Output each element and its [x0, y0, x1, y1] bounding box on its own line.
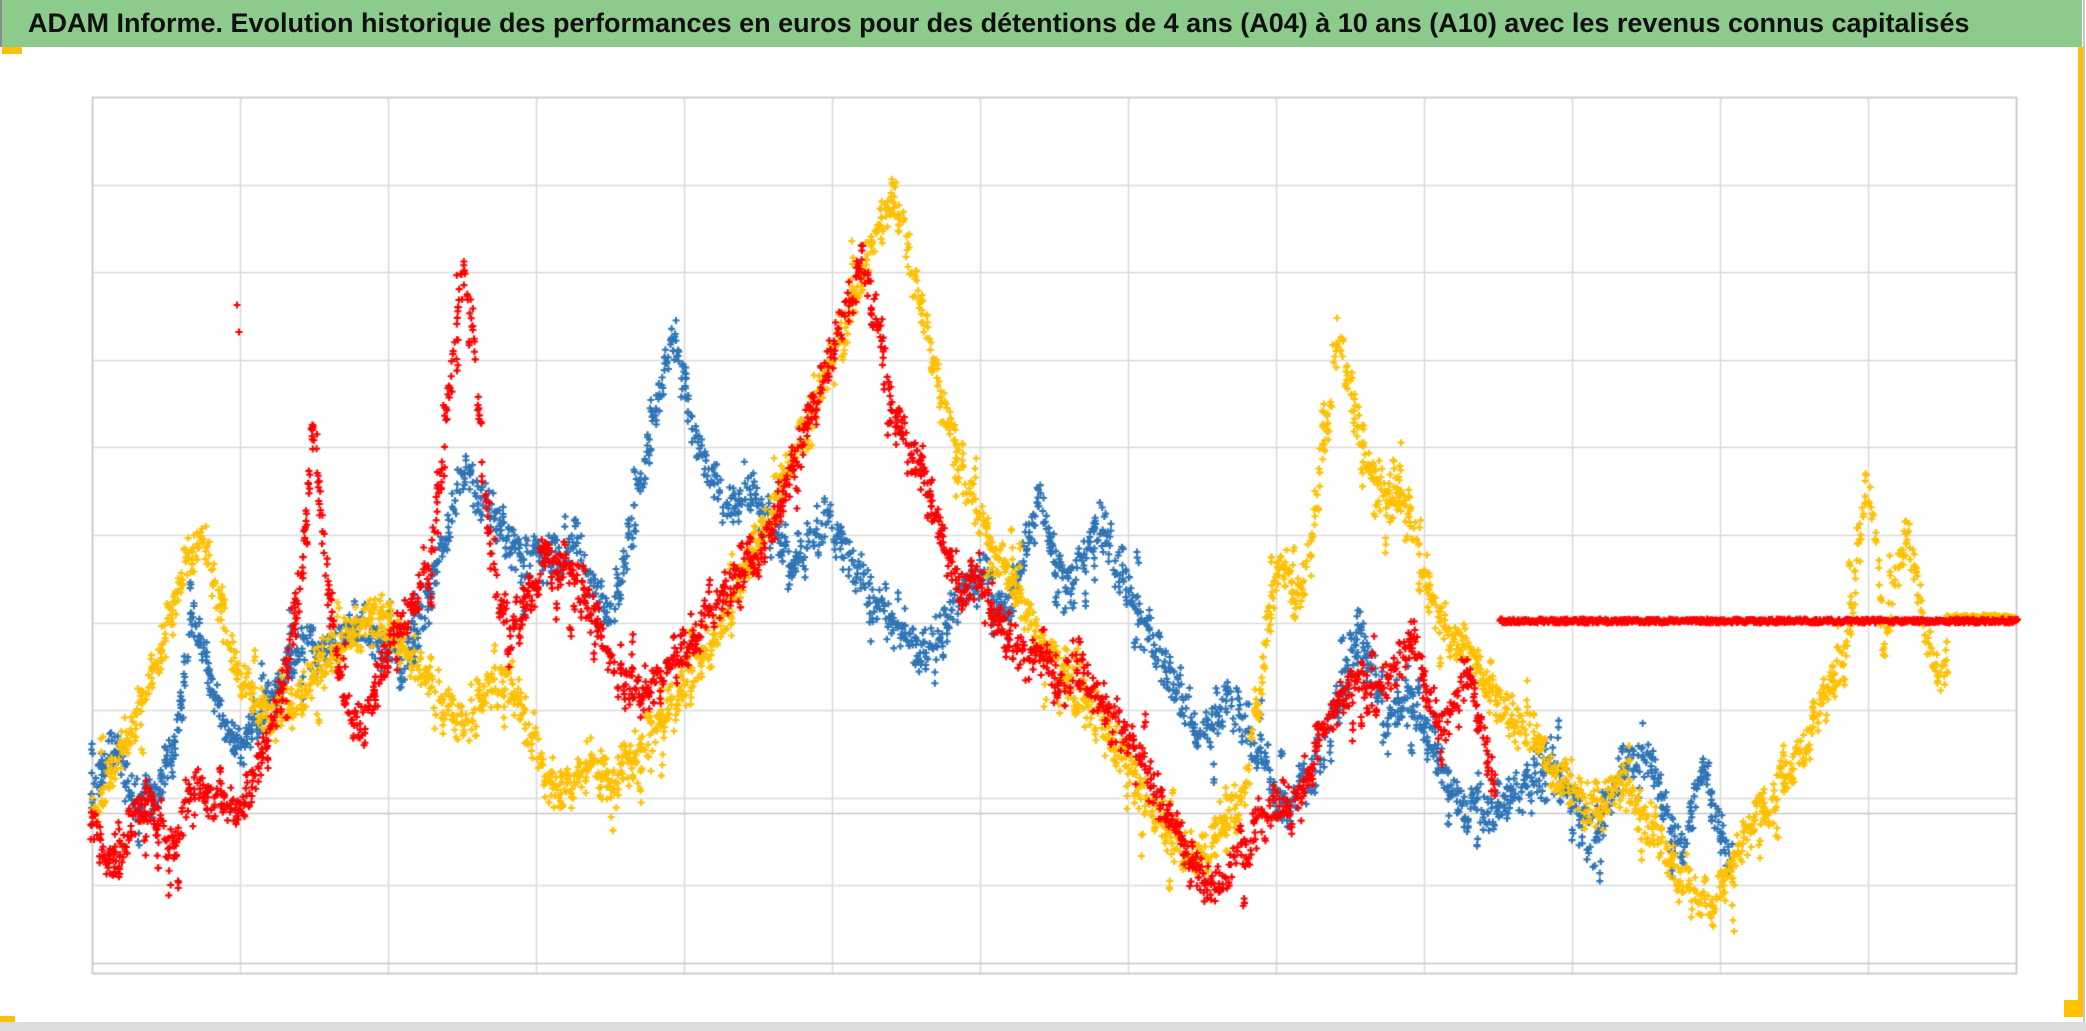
sheet-left-edge [0, 0, 2, 47]
chart-title-bar: ADAM Informe. Evolution historique des p… [0, 0, 2082, 47]
scatter-plot-canvas [0, 47, 2080, 1022]
scatter-chart[interactable] [0, 47, 2080, 1022]
window-right-edge [2083, 0, 2085, 1022]
bottom-scrollbar-track[interactable] [0, 1022, 2086, 1031]
selection-border-bottom-left [0, 1016, 15, 1027]
selection-border-corner-handle[interactable] [2064, 1000, 2085, 1017]
selection-border-top-left [2, 47, 22, 54]
page-title: ADAM Informe. Evolution historique des p… [28, 8, 1970, 38]
selection-border-right [2078, 47, 2085, 1004]
